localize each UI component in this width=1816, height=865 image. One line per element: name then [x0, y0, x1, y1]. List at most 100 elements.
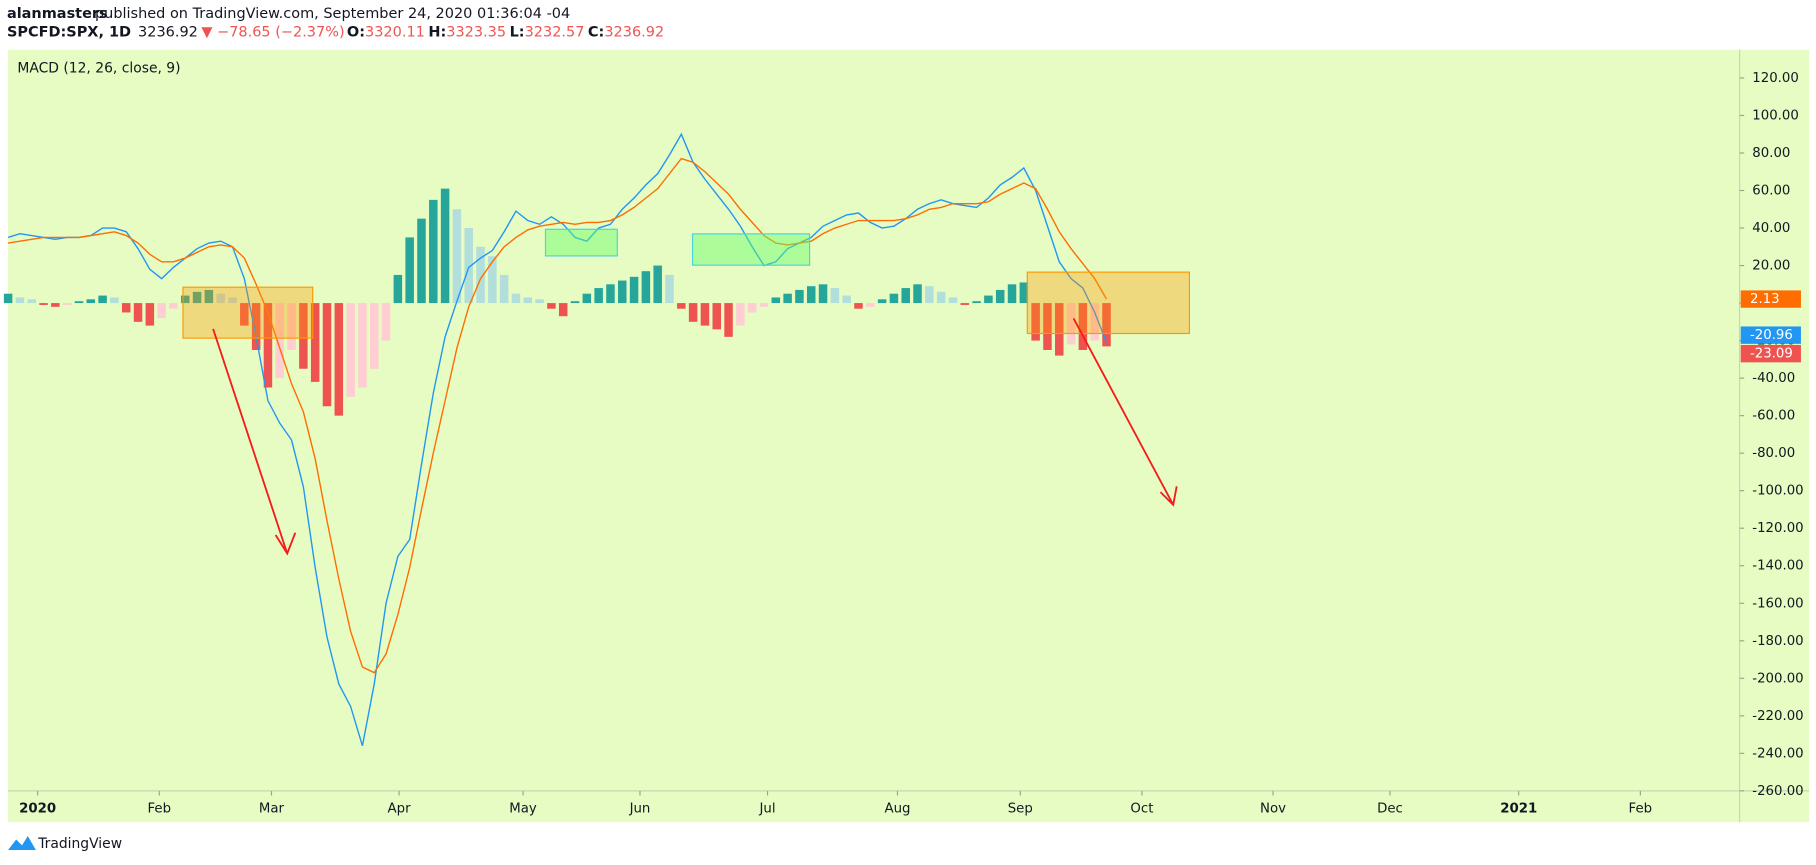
- histogram-bar: [925, 286, 934, 304]
- last-value-box: [1740, 290, 1801, 308]
- histogram-bar: [98, 295, 107, 304]
- x-tick-label: Sep: [1008, 801, 1033, 816]
- histogram-bar: [110, 297, 119, 304]
- histogram-bar: [133, 303, 143, 322]
- histogram-bar: [169, 303, 178, 309]
- last-value-label: 2.13: [1750, 292, 1780, 307]
- axes: 120.00100.0080.0060.0040.0020.000.00-20.…: [19, 71, 1804, 816]
- x-tick-label: 2021: [1500, 801, 1537, 816]
- histogram-bar: [677, 303, 686, 309]
- y-tick-label: -80.00: [1752, 446, 1795, 461]
- histogram-bar: [606, 284, 615, 304]
- ohlc-label: O:: [347, 24, 365, 40]
- highlight-box: [1026, 271, 1191, 335]
- histogram-bar: [570, 301, 580, 304]
- histogram-bar: [369, 303, 379, 369]
- histogram-bar: [3, 293, 13, 304]
- indicator-title: MACD (12, 26, close, 9): [17, 60, 180, 76]
- price-change: ▼ −78.65 (−2.37%): [201, 24, 344, 40]
- histogram-bar: [74, 301, 84, 304]
- histogram-bar: [594, 288, 603, 304]
- histogram-bar: [842, 295, 851, 304]
- histogram-bar: [440, 188, 450, 304]
- histogram-bar: [1078, 303, 1088, 350]
- last-value-label: -23.09: [1750, 347, 1793, 362]
- last-value-label: -20.96: [1750, 328, 1793, 343]
- histogram-bar: [322, 303, 332, 407]
- last-value-box: [1740, 344, 1801, 363]
- histogram-bar: [759, 303, 769, 307]
- histogram-bar: [641, 271, 651, 304]
- y-tick-label: -200.00: [1752, 671, 1803, 686]
- histogram-bar: [747, 303, 757, 313]
- histogram-bar: [358, 303, 367, 388]
- histogram-bar: [452, 209, 462, 304]
- histogram-bar: [476, 246, 485, 304]
- histogram-bar: [51, 303, 60, 307]
- x-tick-label: Dec: [1377, 801, 1403, 816]
- histogram-bar: [901, 288, 910, 304]
- histogram-bar: [39, 303, 48, 305]
- x-tick-label: Jun: [629, 801, 651, 816]
- ohlc-value: 3236.92: [604, 24, 664, 40]
- y-tick-label: -220.00: [1752, 709, 1803, 724]
- histogram-bar: [1055, 303, 1064, 356]
- x-tick-label: Jul: [759, 801, 776, 816]
- x-tick-label: Aug: [884, 801, 910, 816]
- histogram-bar: [948, 297, 958, 304]
- histogram-bar: [700, 303, 710, 326]
- ohlc-value: 3232.57: [525, 24, 585, 40]
- histogram-bar: [1007, 284, 1017, 304]
- histogram-bar: [972, 301, 981, 304]
- histogram-bar: [1019, 282, 1029, 304]
- highlight-box: [692, 233, 811, 266]
- pane-background: [8, 49, 1810, 823]
- histogram-bar: [429, 199, 438, 304]
- histogram-bar: [417, 218, 426, 304]
- histogram-bar: [251, 303, 261, 350]
- y-tick-label: 40.00: [1752, 221, 1790, 236]
- histogram-bar: [889, 293, 899, 304]
- highlight-box: [182, 286, 314, 339]
- histogram-bar: [558, 303, 568, 317]
- histogram-bar: [1066, 303, 1076, 345]
- x-tick-label: Oct: [1130, 801, 1153, 816]
- histogram-bar: [192, 291, 202, 304]
- y-tick-label: -60.00: [1752, 409, 1795, 424]
- publisher: alanmasters: [7, 6, 108, 22]
- y-tick-label: -160.00: [1752, 596, 1803, 611]
- histogram-bar: [1031, 303, 1040, 341]
- indicator-line: [7, 157, 1108, 674]
- histogram-bar: [287, 303, 296, 350]
- histogram-bar: [381, 303, 391, 341]
- histogram-bar: [936, 291, 946, 304]
- histogram-bar: [334, 303, 344, 416]
- histogram-bar: [712, 303, 722, 330]
- histogram-bar: [1043, 303, 1052, 350]
- ohlc-value: 3320.11: [365, 24, 425, 40]
- histogram-bar: [688, 303, 698, 322]
- histogram-bar: [299, 303, 308, 369]
- symbol: SPCFD:SPX, 1D: [7, 24, 131, 40]
- highlight-box: [544, 228, 618, 257]
- histogram-bar: [499, 274, 509, 304]
- ohlc-label: L:: [510, 24, 525, 40]
- y-tick-label: 20.00: [1752, 259, 1790, 274]
- x-tick-label: Feb: [1629, 801, 1653, 816]
- ohlc-label: C:: [588, 24, 604, 40]
- brand: TradingView: [8, 836, 122, 852]
- histogram-bar: [806, 286, 816, 304]
- histogram-bar: [275, 303, 285, 379]
- histogram-bar: [86, 299, 96, 304]
- brand-logo: [8, 836, 36, 850]
- histogram-bar: [783, 293, 792, 304]
- brand-name: TradingView: [37, 836, 122, 852]
- histogram-bar: [216, 293, 225, 304]
- ohlc-value: 3323.35: [446, 24, 506, 40]
- y-tick-label: 120.00: [1752, 71, 1799, 86]
- histogram-bar: [547, 303, 556, 309]
- histogram-bar: [771, 297, 781, 304]
- indicator-line: [7, 132, 1108, 747]
- histogram-bar: [523, 297, 533, 304]
